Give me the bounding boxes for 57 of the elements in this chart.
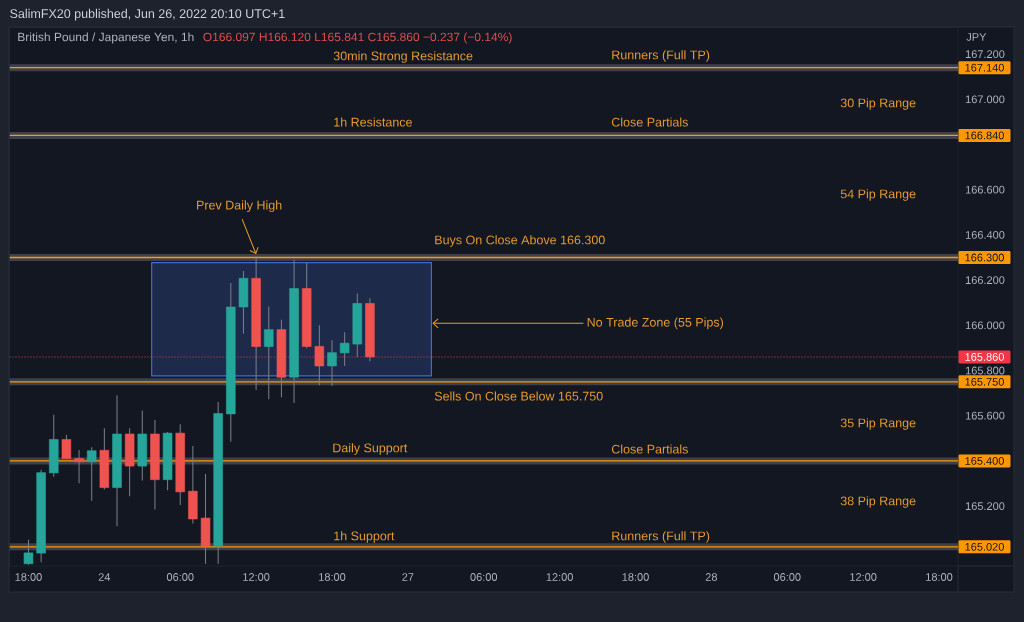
ref-line-label: 166.840 [965, 131, 1004, 140]
candlestick [23, 539, 34, 566]
y-tick-label: 166.600 [965, 185, 1005, 194]
x-tick-label: 27 [402, 573, 414, 581]
candlestick [61, 434, 72, 460]
ref-line-label: 165.860 [965, 353, 1004, 361]
ref-line-label: 167.140 [965, 63, 1004, 72]
x-tick-label: 06:00 [773, 573, 801, 581]
x-tick-label: 06:00 [470, 573, 498, 581]
x-tick-label: 12:00 [243, 573, 270, 581]
x-tick-label: 18:00 [622, 573, 649, 581]
annotation: Runners (Full TP) [612, 50, 710, 62]
annotation: Sells On Close Below 165.750 [434, 391, 603, 401]
annotation: Buys On Close Above 166.300 [435, 235, 605, 247]
annotation: 1h Support [334, 531, 395, 543]
x-tick-label: 18:00 [15, 573, 42, 581]
annotation: 38 Pip Range [840, 496, 916, 508]
band-label: No Trade Zone (55 Pips) [587, 317, 724, 330]
ref-line-label: 165.020 [965, 542, 1004, 551]
ref-line-label: 165.750 [965, 377, 1004, 386]
candlestick [327, 339, 337, 387]
ref-line-label: 165.400 [965, 457, 1004, 465]
candlestick [339, 331, 350, 367]
y-tick-label: 166.200 [965, 276, 1005, 284]
y-tick-label: 165.200 [965, 502, 1005, 510]
annotation: Close Partials [611, 444, 688, 454]
chart-title: British Pound / Japanese Yen, 1h [18, 32, 194, 44]
y-tick-label: 167.200 [965, 50, 1005, 58]
x-tick-label: 06:00 [166, 573, 194, 581]
annotation: 54 Pip Range [840, 189, 916, 201]
x-tick-label: 24 [98, 573, 111, 581]
annotation: Daily Support [333, 443, 408, 455]
annotation: 30 Pip Range [840, 98, 916, 110]
annotation: Close Partials [611, 117, 688, 127]
y-tick-label: 165.800 [965, 366, 1005, 375]
y-axis-title: JPY [966, 33, 987, 41]
candlestick [86, 446, 97, 502]
y-tick-label: 166.000 [965, 321, 1005, 330]
text: SalimFX20 published, Jun 26, 2022 20:10 UTC+1 [10, 8, 285, 21]
candlestick [74, 449, 84, 484]
annotation: Prev Daily High [197, 200, 282, 212]
x-tick-label: 12:00 [850, 573, 877, 581]
y-tick-label: 167.000 [965, 95, 1005, 104]
x-tick-label: 28 [705, 573, 718, 581]
chart-subtitle: O166.097 H166.120 L165.841 C165.860 −0.237 (−0.14%) [203, 32, 512, 44]
annotation: 1h Resistance [334, 117, 412, 127]
x-tick-label: 18:00 [926, 573, 953, 581]
annotation: Runners (Full TP) [612, 531, 710, 543]
y-tick-label: 166.400 [965, 231, 1005, 239]
x-tick-label: 12:00 [546, 573, 573, 581]
ref-line-label: 166.300 [965, 253, 1004, 262]
annotation: 35 Pip Range [840, 418, 916, 430]
annotation: 30min Strong Resistance [333, 51, 473, 63]
x-tick-label: 18:00 [319, 573, 346, 581]
y-tick-label: 165.600 [965, 411, 1005, 420]
candlestick [264, 306, 274, 400]
candlestick [314, 324, 325, 386]
